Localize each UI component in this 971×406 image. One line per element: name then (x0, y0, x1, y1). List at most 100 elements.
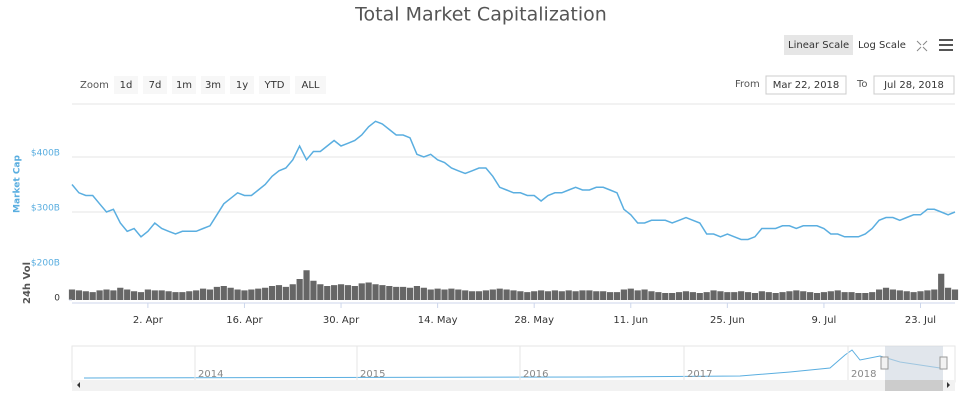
volume-bar (379, 285, 386, 300)
volume-bar (689, 292, 696, 300)
navigator-label: 2018 (851, 369, 876, 380)
volume-bar (503, 289, 510, 300)
y-tick-label: $400B (31, 149, 60, 159)
volume-bar (662, 293, 669, 300)
volume-bar (834, 290, 841, 300)
volume-bar (406, 287, 414, 300)
scale-button[interactable]: Log Scale (858, 40, 906, 51)
volume-bar (744, 292, 752, 300)
volume-bar (165, 291, 172, 300)
volume-bar (117, 287, 124, 300)
volume-bar (827, 291, 834, 300)
volume-bar (68, 289, 76, 300)
zoom-button-bg[interactable] (295, 76, 326, 94)
from-input[interactable] (765, 75, 847, 95)
zoom-button-bg[interactable] (259, 76, 290, 94)
zoom-button-bg[interactable] (143, 76, 167, 94)
zoom-button-bg[interactable] (201, 76, 225, 94)
volume-bar (786, 291, 793, 300)
volume-bar (351, 286, 358, 300)
volume-bar (344, 285, 352, 300)
volume-bar (89, 292, 96, 300)
volume-bar (227, 287, 234, 300)
volume-bar (820, 292, 828, 300)
zoom-button-bg[interactable] (114, 76, 138, 94)
scrollbar[interactable] (72, 380, 955, 391)
scale-button-bg (784, 35, 853, 55)
zoom-button-bg[interactable] (230, 76, 254, 94)
volume-bar (255, 288, 262, 300)
zoom-button[interactable]: YTD (264, 80, 285, 91)
menu-icon[interactable] (939, 39, 953, 51)
volume-bar (544, 291, 552, 300)
volume-bar (193, 290, 200, 300)
navigator[interactable] (71, 345, 956, 383)
volume-bar (841, 292, 848, 300)
volume-bar (386, 286, 393, 300)
volume-bar (475, 291, 483, 300)
navigator-selection[interactable] (885, 346, 943, 382)
volume-bar (855, 293, 862, 300)
volume-bar (779, 292, 786, 300)
navigator-handle[interactable] (939, 356, 948, 370)
zoom-button-bg[interactable] (172, 76, 196, 94)
volume-bar (400, 286, 407, 300)
volume-bar (800, 291, 807, 300)
x-tick-label: 30. Apr (323, 315, 360, 326)
to-date[interactable]: Jul 28, 2018 (883, 80, 944, 91)
volume-bar (896, 290, 903, 300)
y-tick-label: $300B (31, 204, 60, 214)
volume-bar (524, 292, 531, 300)
zoom-button[interactable]: 1y (236, 80, 248, 91)
to-label: To (856, 79, 868, 90)
volume-bar (234, 289, 241, 300)
volume-bar (213, 286, 220, 300)
volume-bar (365, 282, 372, 300)
volume-bar (565, 290, 572, 300)
zoom-button[interactable]: 1d (120, 80, 133, 91)
volume-bar (469, 291, 476, 300)
navigator-label: 2017 (687, 369, 712, 380)
volume-bar (103, 289, 110, 300)
volume-bar (455, 289, 462, 300)
zoom-button[interactable]: 3m (205, 80, 221, 91)
scale-button[interactable]: Linear Scale (788, 40, 849, 51)
volume-bar (765, 292, 772, 300)
volume-bar (531, 291, 538, 300)
volume-bar (82, 291, 89, 300)
volume-bar (703, 292, 710, 300)
navigator-label: 2016 (523, 369, 548, 380)
zoom-button[interactable]: 7d (149, 80, 162, 91)
x-tick-label: 16. Apr (226, 315, 263, 326)
zoom-button[interactable]: 1m (176, 80, 192, 91)
from-date[interactable]: Mar 22, 2018 (773, 80, 840, 91)
volume-bar (938, 273, 945, 300)
volume-bar (551, 290, 558, 300)
volume-bar (158, 290, 165, 300)
volume-bar (738, 291, 745, 300)
volume-bar (627, 288, 634, 300)
volume-bar (413, 286, 421, 300)
volume-bar (641, 289, 648, 300)
scrollbar-thumb[interactable] (885, 380, 943, 391)
volume-bar (96, 290, 103, 300)
navigator-handle[interactable] (880, 356, 889, 370)
volume-bar (593, 291, 600, 300)
volume-bar (510, 290, 517, 300)
volume-bar (489, 289, 496, 300)
volume-bar (586, 290, 593, 300)
volume-bar (199, 288, 207, 300)
zoom-button[interactable]: ALL (302, 80, 320, 91)
volume-bar (317, 284, 324, 300)
volume-bar (813, 293, 821, 300)
volume-bar (675, 292, 683, 300)
volume-bar (537, 290, 545, 300)
volume-bar (282, 286, 289, 300)
to-input[interactable] (873, 75, 955, 95)
volume-bar (124, 289, 131, 300)
volume-bar (903, 291, 910, 300)
fullscreen-icon[interactable] (916, 40, 928, 52)
volume-bar (758, 291, 765, 300)
volume-bar (924, 290, 931, 300)
x-tick-label: 2. Apr (133, 315, 164, 326)
